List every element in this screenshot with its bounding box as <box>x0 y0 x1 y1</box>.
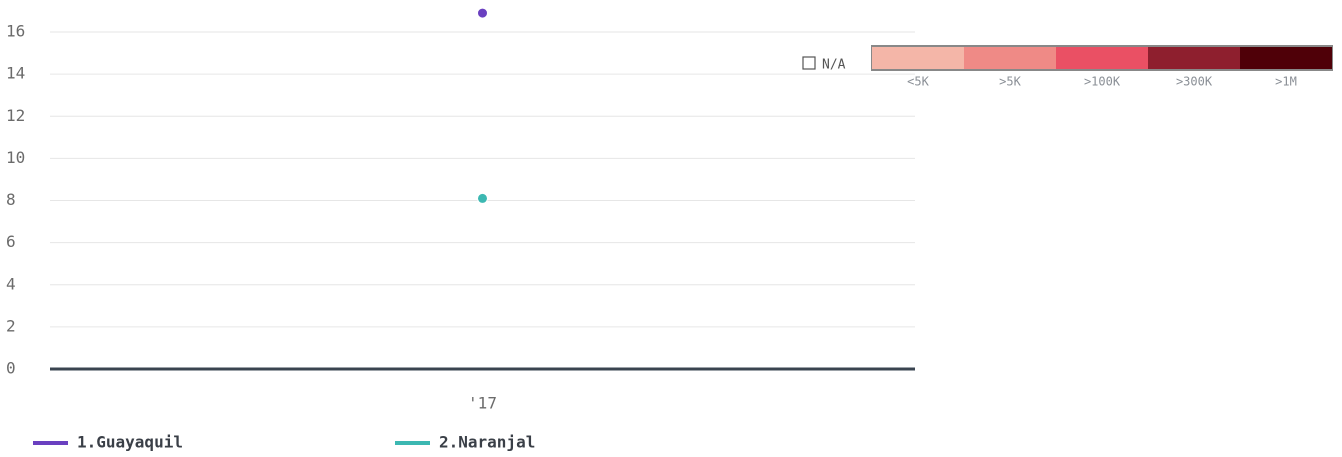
legend-label: 1.Guayaquil <box>77 433 183 452</box>
scale-label: >100K <box>1084 75 1121 89</box>
y-tick-label: 2 <box>6 316 16 335</box>
y-tick-label: 14 <box>6 64 25 83</box>
y-tick-label: 8 <box>6 190 16 209</box>
scale-bin <box>964 47 1056 69</box>
na-swatch <box>802 56 816 70</box>
scale-label: >5K <box>999 75 1021 89</box>
scale-bin <box>1056 47 1148 69</box>
y-tick-label: 4 <box>6 274 16 293</box>
x-tick-label: '17 <box>468 394 497 413</box>
y-tick-label: 6 <box>6 232 16 251</box>
y-tick-label: 10 <box>6 148 25 167</box>
scale-label: >300K <box>1176 75 1213 89</box>
scale-bin <box>1148 47 1240 69</box>
y-tick-label: 0 <box>6 359 16 378</box>
data-point <box>477 7 488 19</box>
y-tick-label: 16 <box>6 22 25 41</box>
scale-label: >1M <box>1275 75 1297 89</box>
scale-label: <5K <box>907 75 929 89</box>
scale-bin <box>1240 47 1332 69</box>
legend-label: 2.Naranjal <box>439 433 535 452</box>
na-label: N/A <box>822 58 846 73</box>
scale-bin <box>872 47 964 69</box>
y-tick-label: 12 <box>6 106 25 125</box>
data-point <box>477 192 488 204</box>
